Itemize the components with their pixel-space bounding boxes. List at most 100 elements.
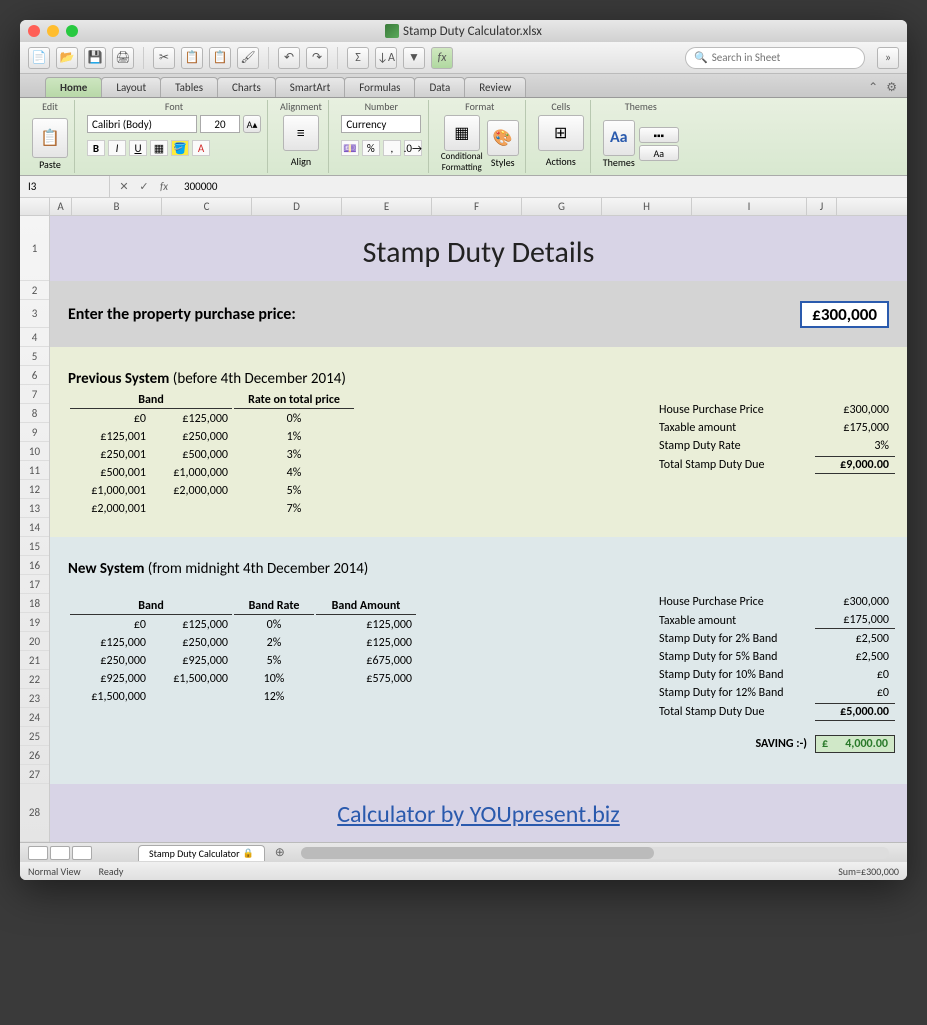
- bold-button[interactable]: B: [87, 140, 105, 156]
- search-input[interactable]: [712, 51, 856, 64]
- row-header[interactable]: 7: [20, 385, 49, 404]
- row-header[interactable]: 1: [20, 216, 49, 281]
- row-header[interactable]: 12: [20, 480, 49, 499]
- font-color-button[interactable]: A: [192, 140, 210, 156]
- price-input-cell[interactable]: £300,000: [800, 301, 889, 328]
- actions-button[interactable]: ⊞: [538, 115, 584, 151]
- col-header[interactable]: C: [162, 198, 252, 215]
- number-format-select[interactable]: [341, 115, 421, 133]
- col-header[interactable]: G: [522, 198, 602, 215]
- row-header[interactable]: 9: [20, 423, 49, 442]
- row-header[interactable]: 19: [20, 613, 49, 632]
- fx-icon[interactable]: fx: [431, 47, 453, 69]
- row-header[interactable]: 17: [20, 575, 49, 594]
- row-header[interactable]: 4: [20, 328, 49, 347]
- font-name-select[interactable]: [87, 115, 197, 133]
- copy-icon[interactable]: 📋: [181, 47, 203, 69]
- page-layout-view-icon[interactable]: [50, 846, 70, 860]
- sort-icon[interactable]: ↓A: [375, 47, 397, 69]
- format-painter-icon[interactable]: 🖌: [237, 47, 259, 69]
- theme-colors-button[interactable]: ▪▪▪: [639, 127, 679, 143]
- select-all-corner[interactable]: [20, 198, 50, 215]
- paste-icon[interactable]: 📋: [209, 47, 231, 69]
- row-header[interactable]: 10: [20, 442, 49, 461]
- ribbon-tab-review[interactable]: Review: [464, 77, 526, 97]
- row-header[interactable]: 25: [20, 727, 49, 746]
- cut-icon[interactable]: ✂: [153, 47, 175, 69]
- ribbon-tab-formulas[interactable]: Formulas: [344, 77, 415, 97]
- row-header[interactable]: 24: [20, 708, 49, 727]
- inc-decimal-icon[interactable]: .0→: [404, 140, 422, 156]
- row-header[interactable]: 11: [20, 461, 49, 480]
- formula-input[interactable]: 300000: [178, 180, 907, 193]
- themes-button[interactable]: Aa: [603, 120, 635, 156]
- increase-font-icon[interactable]: A▴: [243, 115, 261, 133]
- accept-icon[interactable]: ✓: [136, 179, 152, 195]
- row-header[interactable]: 28: [20, 784, 49, 842]
- ribbon-tab-tables[interactable]: Tables: [160, 77, 218, 97]
- row-header[interactable]: 13: [20, 499, 49, 518]
- ribbon-tab-data[interactable]: Data: [414, 77, 465, 97]
- footer-link[interactable]: Calculator by YOUpresent.biz: [50, 784, 907, 845]
- row-header[interactable]: 18: [20, 594, 49, 613]
- col-header[interactable]: H: [602, 198, 692, 215]
- border-button[interactable]: ▦: [150, 140, 168, 156]
- page-break-view-icon[interactable]: [72, 846, 92, 860]
- row-header[interactable]: 5: [20, 347, 49, 366]
- row-header[interactable]: 27: [20, 765, 49, 784]
- horizontal-scrollbar[interactable]: [301, 847, 889, 859]
- ribbon-tab-home[interactable]: Home: [45, 77, 102, 97]
- col-header[interactable]: J: [807, 198, 837, 215]
- fill-color-button[interactable]: 🪣: [171, 140, 189, 156]
- theme-fonts-button[interactable]: Aa: [639, 145, 679, 161]
- row-header[interactable]: 6: [20, 366, 49, 385]
- align-button[interactable]: ≡: [283, 115, 319, 151]
- new-icon[interactable]: 📄: [28, 47, 50, 69]
- row-header[interactable]: 15: [20, 537, 49, 556]
- underline-button[interactable]: U: [129, 140, 147, 156]
- normal-view-icon[interactable]: [28, 846, 48, 860]
- ribbon-tab-layout[interactable]: Layout: [101, 77, 161, 97]
- collapse-ribbon-icon[interactable]: ⌃: [868, 80, 878, 95]
- redo-icon[interactable]: ↷: [306, 47, 328, 69]
- row-header[interactable]: 8: [20, 404, 49, 423]
- row-header[interactable]: 26: [20, 746, 49, 765]
- sheet-content[interactable]: Stamp Duty DetailsEnter the property pur…: [50, 216, 907, 842]
- autosum-icon[interactable]: Σ: [347, 47, 369, 69]
- col-header[interactable]: B: [72, 198, 162, 215]
- comma-icon[interactable]: ,: [383, 140, 401, 156]
- row-header[interactable]: 3: [20, 300, 49, 328]
- font-size-select[interactable]: [200, 115, 240, 133]
- undo-icon[interactable]: ↶: [278, 47, 300, 69]
- percent-icon[interactable]: %: [362, 140, 380, 156]
- row-header[interactable]: 2: [20, 281, 49, 300]
- sheet-tab[interactable]: Stamp Duty Calculator 🔒: [138, 845, 265, 861]
- add-sheet-icon[interactable]: ⊕: [275, 845, 285, 860]
- italic-button[interactable]: I: [108, 140, 126, 156]
- more-icon[interactable]: »: [877, 47, 899, 69]
- row-header[interactable]: 16: [20, 556, 49, 575]
- col-header[interactable]: D: [252, 198, 342, 215]
- col-header[interactable]: I: [692, 198, 807, 215]
- row-header[interactable]: 22: [20, 670, 49, 689]
- cell-reference[interactable]: I3: [20, 176, 110, 197]
- row-header[interactable]: 14: [20, 518, 49, 537]
- cancel-icon[interactable]: ✕: [116, 179, 132, 195]
- currency-icon[interactable]: 💷: [341, 140, 359, 156]
- save-icon[interactable]: 💾: [84, 47, 106, 69]
- col-header[interactable]: F: [432, 198, 522, 215]
- col-header[interactable]: A: [50, 198, 72, 215]
- row-header[interactable]: 23: [20, 689, 49, 708]
- search-box[interactable]: 🔍: [685, 47, 865, 69]
- row-header[interactable]: 20: [20, 632, 49, 651]
- open-icon[interactable]: 📂: [56, 47, 78, 69]
- filter-icon[interactable]: ▼: [403, 47, 425, 69]
- gear-icon[interactable]: ⚙: [886, 80, 897, 95]
- col-header[interactable]: E: [342, 198, 432, 215]
- fx-label-icon[interactable]: fx: [156, 179, 172, 195]
- styles-button[interactable]: 🎨: [487, 120, 519, 156]
- conditional-formatting-button[interactable]: ▦: [444, 115, 480, 151]
- ribbon-tab-smartart[interactable]: SmartArt: [275, 77, 346, 97]
- titlebar[interactable]: Stamp Duty Calculator.xlsx: [20, 20, 907, 42]
- print-icon[interactable]: 🖨: [112, 47, 134, 69]
